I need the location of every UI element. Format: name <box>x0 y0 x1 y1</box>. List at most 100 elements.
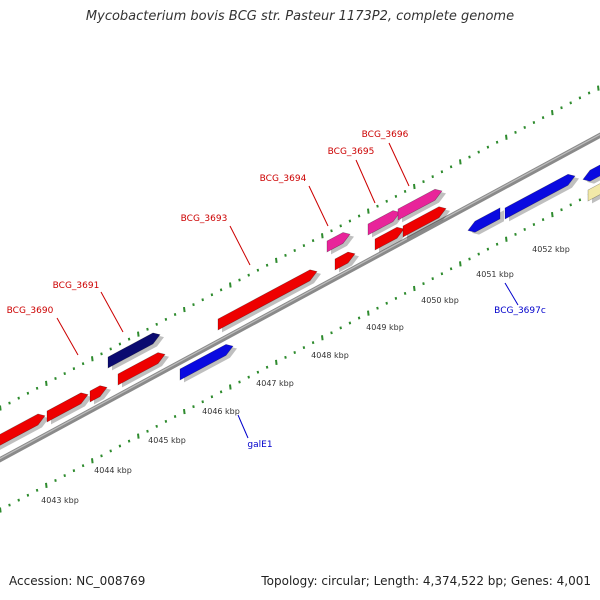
inner-track-dot <box>229 384 232 390</box>
gene-arrow-bcg-3695a-body <box>374 226 405 251</box>
gene-arrow-left-1[interactable] <box>0 413 49 450</box>
outer-track-dot <box>376 204 379 208</box>
outer-track-dot <box>505 134 508 140</box>
outer-track-dot <box>486 145 490 149</box>
outer-track-dot <box>247 273 250 277</box>
inner-track-dot <box>505 236 508 242</box>
inner-track-dot <box>173 414 177 418</box>
gene-arrow-left-2[interactable] <box>46 392 92 425</box>
kbp-label: 4043 kbp <box>41 496 79 505</box>
gene-arrow-edge-blue[interactable] <box>582 160 600 184</box>
outer-track-dot <box>431 175 434 179</box>
outer-track-dot <box>155 322 158 326</box>
genome-backbone <box>0 132 600 463</box>
outer-track-dot <box>532 121 536 125</box>
outer-track-dot <box>164 317 168 321</box>
outer-track-dot <box>26 391 30 395</box>
outer-track-dot <box>137 331 140 337</box>
kbp-label: 4049 kbp <box>366 323 404 332</box>
outer-track-dot <box>293 249 296 252</box>
inner-track-dot <box>321 335 324 341</box>
gene-arrow-edge-yellow-body <box>587 183 600 202</box>
gene-arrow-bcg-3695b[interactable] <box>367 210 404 238</box>
gene-arrow-bcg-3693[interactable] <box>217 269 321 333</box>
inner-track-dot <box>385 301 388 305</box>
outer-track-dot <box>385 199 388 203</box>
gene-label-bcg-3691[interactable]: BCG_3691 <box>53 281 100 291</box>
gene-arrow-bcg-3691a[interactable] <box>117 352 169 388</box>
gene-label-bcg-3695[interactable]: BCG_3695 <box>328 147 375 157</box>
inner-track-dot <box>569 203 572 207</box>
outer-track-dot <box>91 356 94 362</box>
gene-arrow-edge-yellow[interactable] <box>587 182 600 204</box>
outer-track-dot <box>422 180 425 184</box>
inner-track-dot <box>293 351 296 354</box>
outer-track-dot <box>569 101 572 105</box>
outer-track-dot <box>523 125 526 129</box>
outer-track-dot <box>413 183 416 190</box>
inner-track-dot <box>523 227 526 231</box>
gene-arrow-bcg-3694b-body <box>326 232 351 253</box>
gene-arrow-bcg-3691b-body <box>107 332 161 369</box>
gene-arrow-bcg-3695a[interactable] <box>374 226 408 253</box>
gene-label-bcg-3696[interactable]: BCG_3696 <box>362 130 409 140</box>
gene-arrow-bcg-3696a[interactable] <box>402 206 450 240</box>
outer-track-dot <box>173 312 177 316</box>
gene-label-bcg-3690[interactable]: BCG_3690 <box>7 306 54 316</box>
outer-track-dot <box>330 229 333 233</box>
gene-arrow-bcg-3695b-shadow <box>372 213 404 238</box>
inner-track-dot <box>394 296 398 300</box>
kbp-ticks: 4043 kbp 4044 kbp 4045 kbp 4046 kbp 4047 kbp… <box>41 245 570 505</box>
kbp-label: 4047 kbp <box>256 379 294 388</box>
inner-track-dot <box>164 419 168 423</box>
gene-arrow-bcg-3697c[interactable] <box>467 207 504 235</box>
inner-track-dot <box>45 482 48 489</box>
gene-arrow-bcg-3694b-shadow <box>331 234 354 255</box>
gene-label-bcg-3697c[interactable]: BCG_3697c <box>494 306 546 316</box>
track-dots <box>0 85 600 513</box>
inner-track-dot <box>54 478 57 482</box>
gene-arrow-bcg-3696b[interactable] <box>397 188 446 223</box>
outer-track-dot <box>109 347 112 351</box>
gene-arrow-bcg-3694b[interactable] <box>326 232 354 255</box>
outer-track-dot <box>477 150 480 154</box>
inner-track-dot <box>146 429 149 433</box>
outer-track-dot <box>54 376 57 380</box>
inner-track-dot <box>0 507 2 513</box>
inner-track-dot <box>302 346 306 350</box>
leader-line <box>388 142 410 187</box>
inner-track-dot <box>431 277 434 281</box>
inner-track-dot <box>551 212 554 218</box>
inner-track-dot <box>578 198 582 202</box>
gene-features[interactable] <box>0 160 600 451</box>
gene-arrow-bcg-3690[interactable] <box>89 385 111 405</box>
kbp-label: 4046 kbp <box>202 407 240 416</box>
gene-arrow-bcg-3691b[interactable] <box>107 332 164 371</box>
inner-track-dot <box>201 400 204 404</box>
outer-track-dot <box>201 298 204 302</box>
gene-arrow-right-blue[interactable] <box>504 173 579 222</box>
outer-track-dot <box>127 337 131 341</box>
inner-track-dot <box>486 247 490 251</box>
gene-arrow-gale1[interactable] <box>179 344 237 383</box>
inner-track-dot <box>532 223 536 227</box>
inner-track-dot <box>17 498 20 502</box>
outer-track-dot <box>72 367 76 371</box>
gene-arrow-bcg-3693-body <box>217 269 318 331</box>
inner-track-dot <box>100 454 103 458</box>
gene-label-bcg-3694[interactable]: BCG_3694 <box>260 174 307 184</box>
outer-track-dot <box>339 224 342 228</box>
outer-track-dot <box>311 239 315 243</box>
inner-track-dot <box>514 232 517 236</box>
outer-track-dot <box>560 106 563 110</box>
inner-track-dot <box>155 424 158 428</box>
outer-track-dot <box>35 386 39 390</box>
gene-arrow-bcg-3694a[interactable] <box>334 251 359 273</box>
gene-arrow-bcg-3695b-body <box>367 210 401 236</box>
gene-label-gale1[interactable]: galE1 <box>247 440 272 450</box>
gene-label-bcg-3693[interactable]: BCG_3693 <box>181 214 228 224</box>
inner-track-dot <box>403 291 407 295</box>
inner-track-dot <box>477 252 480 256</box>
backbone-highlight <box>0 133 600 460</box>
